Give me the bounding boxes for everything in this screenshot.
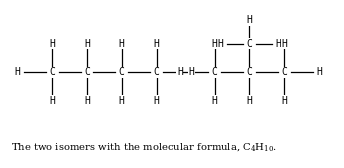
Text: H: H (154, 39, 160, 49)
Text: H: H (247, 15, 252, 25)
Text: H: H (177, 67, 183, 77)
Text: C: C (247, 67, 252, 77)
Text: H: H (316, 67, 322, 77)
Text: C: C (247, 39, 252, 49)
Text: H: H (281, 96, 287, 106)
Text: H: H (119, 39, 125, 49)
Text: H: H (276, 39, 281, 49)
Text: C: C (154, 67, 160, 77)
Text: H: H (281, 39, 287, 49)
Text: H: H (247, 96, 252, 106)
Text: H: H (217, 39, 223, 49)
Text: H: H (119, 96, 125, 106)
Text: C: C (212, 67, 218, 77)
Text: H: H (84, 96, 90, 106)
Text: C: C (119, 67, 125, 77)
Text: The two isomers with the molecular formula, $\mathregular{C_4H_{10}}$.: The two isomers with the molecular formu… (11, 141, 278, 153)
Text: H: H (212, 39, 218, 49)
Text: H: H (212, 96, 218, 106)
Text: H: H (14, 67, 20, 77)
Text: H: H (154, 96, 160, 106)
Text: H: H (49, 39, 55, 49)
Text: H: H (49, 96, 55, 106)
Text: C: C (49, 67, 55, 77)
Text: C: C (281, 67, 287, 77)
Text: H: H (189, 67, 194, 77)
Text: H: H (84, 39, 90, 49)
Text: C: C (84, 67, 90, 77)
